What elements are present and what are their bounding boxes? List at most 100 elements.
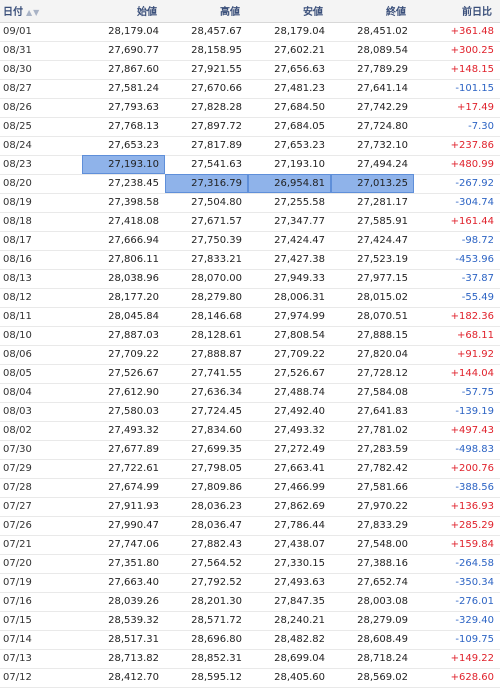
cell-open[interactable]: 27,911.93	[82, 497, 165, 517]
cell-close[interactable]: 27,641.14	[331, 79, 414, 99]
cell-high[interactable]: 27,671.57	[165, 212, 248, 232]
cell-date[interactable]: 08/11	[0, 307, 82, 327]
cell-change[interactable]: +91.92	[414, 345, 500, 365]
cell-open[interactable]: 27,722.61	[82, 459, 165, 479]
cell-close[interactable]: 28,279.09	[331, 611, 414, 631]
cell-date[interactable]: 08/24	[0, 136, 82, 156]
cell-close[interactable]: 27,888.15	[331, 326, 414, 346]
cell-close[interactable]: 28,089.54	[331, 41, 414, 61]
cell-low[interactable]: 28,179.04	[248, 22, 331, 42]
cell-close[interactable]: 27,281.17	[331, 193, 414, 213]
cell-high[interactable]: 27,724.45	[165, 402, 248, 422]
cell-low[interactable]: 27,974.99	[248, 307, 331, 327]
cell-low[interactable]: 27,424.47	[248, 231, 331, 251]
cell-low[interactable]: 27,949.33	[248, 269, 331, 289]
cell-date[interactable]: 07/14	[0, 630, 82, 650]
cell-date[interactable]: 08/26	[0, 98, 82, 118]
cell-close[interactable]: 27,388.16	[331, 554, 414, 574]
cell-close[interactable]: 27,782.42	[331, 459, 414, 479]
cell-open[interactable]: 28,713.82	[82, 649, 165, 669]
cell-open[interactable]: 28,179.04	[82, 22, 165, 42]
cell-date[interactable]: 07/20	[0, 554, 82, 574]
cell-high[interactable]: 27,882.43	[165, 535, 248, 555]
cell-open[interactable]: 27,768.13	[82, 117, 165, 137]
cell-low[interactable]: 27,466.99	[248, 478, 331, 498]
cell-change[interactable]: +237.86	[414, 136, 500, 156]
cell-open[interactable]: 27,238.45	[82, 174, 165, 194]
column-header-low[interactable]: 安値	[248, 0, 331, 23]
cell-low[interactable]: 28,482.82	[248, 630, 331, 650]
cell-date[interactable]: 08/06	[0, 345, 82, 365]
column-header-open[interactable]: 始値	[82, 0, 165, 23]
cell-open[interactable]: 27,709.22	[82, 345, 165, 365]
cell-high[interactable]: 28,696.80	[165, 630, 248, 650]
cell-change[interactable]: +480.99	[414, 155, 500, 175]
cell-high[interactable]: 27,636.34	[165, 383, 248, 403]
cell-low[interactable]: 27,193.10	[248, 155, 331, 175]
cell-change[interactable]: +497.43	[414, 421, 500, 441]
cell-date[interactable]: 08/12	[0, 288, 82, 308]
cell-change[interactable]: -498.83	[414, 440, 500, 460]
cell-high[interactable]: 27,828.28	[165, 98, 248, 118]
cell-date[interactable]: 08/25	[0, 117, 82, 137]
cell-date[interactable]: 07/26	[0, 516, 82, 536]
cell-close[interactable]: 27,641.83	[331, 402, 414, 422]
cell-close[interactable]: 27,970.22	[331, 497, 414, 517]
cell-high[interactable]: 27,670.66	[165, 79, 248, 99]
cell-change[interactable]: -55.49	[414, 288, 500, 308]
cell-change[interactable]: -264.58	[414, 554, 500, 574]
cell-date[interactable]: 07/21	[0, 535, 82, 555]
cell-change[interactable]: +17.49	[414, 98, 500, 118]
cell-change[interactable]: +68.11	[414, 326, 500, 346]
cell-change[interactable]: -388.56	[414, 478, 500, 498]
cell-change[interactable]: +361.48	[414, 22, 500, 42]
cell-close[interactable]: 27,652.74	[331, 573, 414, 593]
cell-low[interactable]: 27,438.07	[248, 535, 331, 555]
cell-high[interactable]: 27,833.21	[165, 250, 248, 270]
cell-low[interactable]: 28,240.21	[248, 611, 331, 631]
cell-open[interactable]: 28,539.32	[82, 611, 165, 631]
cell-open[interactable]: 27,526.67	[82, 364, 165, 384]
cell-close[interactable]: 27,977.15	[331, 269, 414, 289]
cell-close[interactable]: 28,451.02	[331, 22, 414, 42]
cell-low[interactable]: 27,488.74	[248, 383, 331, 403]
cell-low[interactable]: 26,954.81	[248, 174, 331, 194]
cell-high[interactable]: 27,741.55	[165, 364, 248, 384]
cell-open[interactable]: 27,674.99	[82, 478, 165, 498]
cell-change[interactable]: -276.01	[414, 592, 500, 612]
cell-close[interactable]: 28,608.49	[331, 630, 414, 650]
cell-date[interactable]: 07/12	[0, 668, 82, 688]
cell-date[interactable]: 08/02	[0, 421, 82, 441]
cell-open[interactable]: 28,039.26	[82, 592, 165, 612]
column-header-high[interactable]: 高値	[165, 0, 248, 23]
cell-open[interactable]: 27,677.89	[82, 440, 165, 460]
cell-close[interactable]: 27,424.47	[331, 231, 414, 251]
cell-high[interactable]: 27,792.52	[165, 573, 248, 593]
cell-open[interactable]: 27,612.90	[82, 383, 165, 403]
cell-date[interactable]: 07/19	[0, 573, 82, 593]
cell-high[interactable]: 27,316.79	[165, 174, 248, 194]
cell-high[interactable]: 28,279.80	[165, 288, 248, 308]
cell-open[interactable]: 27,867.60	[82, 60, 165, 80]
cell-date[interactable]: 08/30	[0, 60, 82, 80]
cell-high[interactable]: 28,852.31	[165, 649, 248, 669]
cell-change[interactable]: +144.04	[414, 364, 500, 384]
cell-close[interactable]: 27,523.19	[331, 250, 414, 270]
cell-date[interactable]: 07/29	[0, 459, 82, 479]
cell-date[interactable]: 08/20	[0, 174, 82, 194]
cell-close[interactable]: 27,833.29	[331, 516, 414, 536]
cell-close[interactable]: 27,728.12	[331, 364, 414, 384]
cell-close[interactable]: 28,569.02	[331, 668, 414, 688]
cell-open[interactable]: 27,580.03	[82, 402, 165, 422]
cell-low[interactable]: 27,492.40	[248, 402, 331, 422]
cell-open[interactable]: 28,038.96	[82, 269, 165, 289]
cell-low[interactable]: 27,272.49	[248, 440, 331, 460]
cell-date[interactable]: 08/05	[0, 364, 82, 384]
cell-low[interactable]: 27,684.50	[248, 98, 331, 118]
cell-change[interactable]: +149.22	[414, 649, 500, 669]
cell-high[interactable]: 27,921.55	[165, 60, 248, 80]
cell-low[interactable]: 27,493.63	[248, 573, 331, 593]
cell-open[interactable]: 28,517.31	[82, 630, 165, 650]
cell-close[interactable]: 27,789.29	[331, 60, 414, 80]
cell-date[interactable]: 08/23	[0, 155, 82, 175]
